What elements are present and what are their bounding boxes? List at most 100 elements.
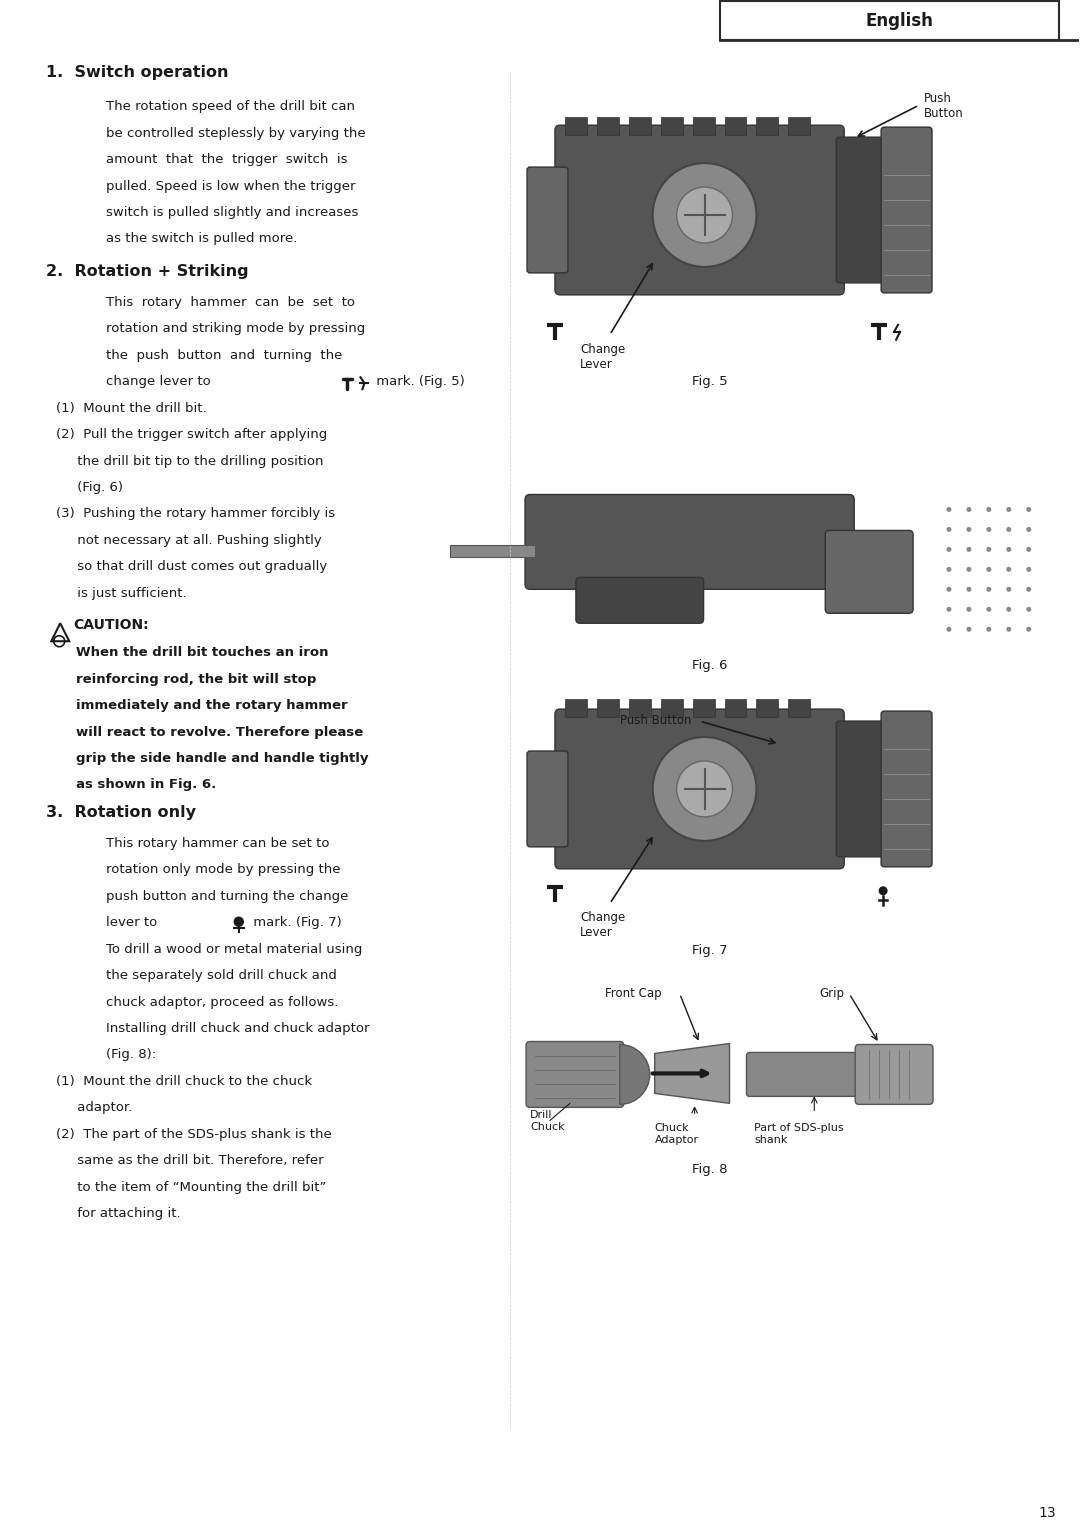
Text: grip the side handle and handle tightly: grip the side handle and handle tightly bbox=[77, 752, 368, 764]
Text: not necessary at all. Pushing slightly: not necessary at all. Pushing slightly bbox=[56, 534, 322, 547]
Bar bbox=[597, 699, 619, 717]
Wedge shape bbox=[620, 1044, 650, 1104]
Text: The rotation speed of the drill bit can: The rotation speed of the drill bit can bbox=[106, 101, 355, 113]
FancyBboxPatch shape bbox=[836, 138, 892, 283]
Circle shape bbox=[967, 587, 971, 592]
Bar bbox=[756, 699, 779, 717]
Circle shape bbox=[1007, 587, 1011, 592]
Text: (Fig. 8):: (Fig. 8): bbox=[106, 1049, 157, 1061]
Text: When the drill bit touches an iron: When the drill bit touches an iron bbox=[77, 647, 328, 659]
Text: Change
Lever: Change Lever bbox=[580, 342, 625, 370]
Text: Part of SDS-plus
shank: Part of SDS-plus shank bbox=[755, 1124, 845, 1145]
Text: reinforcing rod, the bit will stop: reinforcing rod, the bit will stop bbox=[77, 673, 316, 685]
Circle shape bbox=[1026, 567, 1031, 572]
Circle shape bbox=[967, 607, 971, 612]
Text: (3)  Pushing the rotary hammer forcibly is: (3) Pushing the rotary hammer forcibly i… bbox=[56, 508, 336, 520]
Bar bbox=[629, 699, 651, 717]
FancyBboxPatch shape bbox=[526, 1041, 624, 1107]
Text: Fig. 6: Fig. 6 bbox=[692, 659, 727, 673]
Text: mark. (Fig. 7): mark. (Fig. 7) bbox=[248, 916, 341, 930]
Text: for attaching it.: for attaching it. bbox=[56, 1208, 180, 1220]
FancyBboxPatch shape bbox=[719, 2, 1058, 40]
Text: (1)  Mount the drill chuck to the chuck: (1) Mount the drill chuck to the chuck bbox=[56, 1075, 312, 1089]
Text: adaptor.: adaptor. bbox=[56, 1101, 133, 1115]
Bar bbox=[661, 118, 683, 135]
Text: This  rotary  hammer  can  be  set  to: This rotary hammer can be set to bbox=[106, 295, 355, 309]
Text: as shown in Fig. 6.: as shown in Fig. 6. bbox=[77, 778, 216, 792]
Text: mark. (Fig. 5): mark. (Fig. 5) bbox=[373, 375, 465, 388]
Text: Drill
Chuck: Drill Chuck bbox=[530, 1110, 565, 1131]
Circle shape bbox=[1026, 508, 1031, 512]
Circle shape bbox=[879, 887, 888, 896]
Circle shape bbox=[1007, 567, 1011, 572]
FancyBboxPatch shape bbox=[555, 125, 845, 295]
Circle shape bbox=[1007, 547, 1011, 552]
Bar bbox=[725, 699, 746, 717]
Text: Push
Button: Push Button bbox=[924, 92, 963, 121]
Text: (2)  Pull the trigger switch after applying: (2) Pull the trigger switch after applyi… bbox=[56, 428, 327, 440]
Bar bbox=[725, 118, 746, 135]
Text: the separately sold drill chuck and: the separately sold drill chuck and bbox=[106, 969, 337, 982]
Text: Installing drill chuck and chuck adaptor: Installing drill chuck and chuck adaptor bbox=[106, 1021, 369, 1035]
Text: pulled. Speed is low when the trigger: pulled. Speed is low when the trigger bbox=[106, 179, 355, 193]
FancyBboxPatch shape bbox=[836, 722, 892, 856]
Circle shape bbox=[946, 607, 951, 612]
Text: change lever to: change lever to bbox=[106, 375, 215, 388]
Text: Change
Lever: Change Lever bbox=[580, 911, 625, 939]
Bar bbox=[629, 118, 651, 135]
Text: to the item of “Mounting the drill bit”: to the item of “Mounting the drill bit” bbox=[56, 1180, 326, 1194]
FancyBboxPatch shape bbox=[746, 1052, 882, 1096]
Text: will react to revolve. Therefore please: will react to revolve. Therefore please bbox=[77, 726, 364, 739]
Circle shape bbox=[967, 567, 971, 572]
Circle shape bbox=[946, 547, 951, 552]
Circle shape bbox=[946, 567, 951, 572]
Text: immediately and the rotary hammer: immediately and the rotary hammer bbox=[77, 699, 348, 713]
Text: switch is pulled slightly and increases: switch is pulled slightly and increases bbox=[106, 206, 359, 219]
Circle shape bbox=[677, 761, 732, 816]
Bar bbox=[565, 118, 586, 135]
Circle shape bbox=[1026, 587, 1031, 592]
FancyBboxPatch shape bbox=[525, 494, 854, 589]
Circle shape bbox=[986, 547, 991, 552]
FancyBboxPatch shape bbox=[527, 751, 568, 847]
Text: is just sufficient.: is just sufficient. bbox=[56, 587, 187, 599]
Bar bbox=[692, 118, 715, 135]
Circle shape bbox=[967, 627, 971, 631]
Text: be controlled steplessly by varying the: be controlled steplessly by varying the bbox=[106, 127, 366, 139]
Circle shape bbox=[967, 528, 971, 532]
Circle shape bbox=[1026, 528, 1031, 532]
Text: as the switch is pulled more.: as the switch is pulled more. bbox=[106, 232, 297, 246]
Bar bbox=[450, 546, 535, 558]
Text: Grip: Grip bbox=[820, 986, 845, 1000]
Bar bbox=[597, 118, 619, 135]
Text: same as the drill bit. Therefore, refer: same as the drill bit. Therefore, refer bbox=[56, 1154, 324, 1167]
Text: Fig. 5: Fig. 5 bbox=[692, 375, 727, 388]
Circle shape bbox=[1026, 627, 1031, 631]
Circle shape bbox=[1007, 607, 1011, 612]
Bar bbox=[565, 699, 586, 717]
Circle shape bbox=[1007, 528, 1011, 532]
Text: Fig. 8: Fig. 8 bbox=[692, 1164, 727, 1176]
Circle shape bbox=[946, 508, 951, 512]
Circle shape bbox=[986, 508, 991, 512]
Circle shape bbox=[1007, 627, 1011, 631]
Text: Chuck
Adaptor: Chuck Adaptor bbox=[654, 1124, 699, 1145]
Circle shape bbox=[986, 528, 991, 532]
Text: 2.  Rotation + Striking: 2. Rotation + Striking bbox=[46, 265, 248, 278]
Text: This rotary hammer can be set to: This rotary hammer can be set to bbox=[106, 836, 329, 850]
Text: To drill a wood or metal material using: To drill a wood or metal material using bbox=[106, 943, 363, 956]
Bar bbox=[788, 118, 810, 135]
Circle shape bbox=[1026, 547, 1031, 552]
Text: amount  that  the  trigger  switch  is: amount that the trigger switch is bbox=[106, 153, 348, 167]
FancyBboxPatch shape bbox=[576, 578, 703, 624]
Circle shape bbox=[946, 587, 951, 592]
Text: 13: 13 bbox=[1039, 1506, 1056, 1520]
Text: (1)  Mount the drill bit.: (1) Mount the drill bit. bbox=[56, 402, 207, 414]
Bar bbox=[756, 118, 779, 135]
Circle shape bbox=[946, 627, 951, 631]
Circle shape bbox=[986, 627, 991, 631]
Circle shape bbox=[677, 187, 732, 243]
Circle shape bbox=[986, 567, 991, 572]
Polygon shape bbox=[654, 1043, 729, 1104]
Circle shape bbox=[1026, 607, 1031, 612]
